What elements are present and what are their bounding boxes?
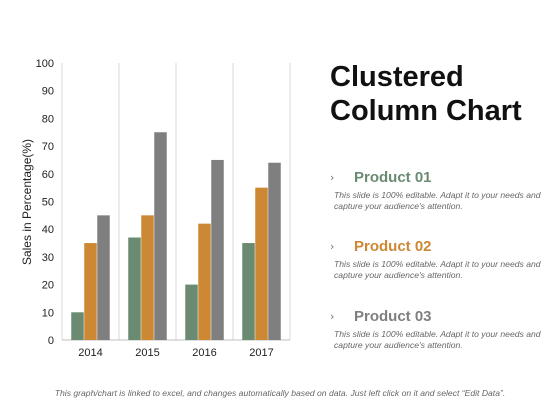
product-01-block: › Product 01 This slide is 100% editable… bbox=[330, 167, 545, 212]
product-01-description: This slide is 100% editable. Adapt it to… bbox=[334, 190, 541, 211]
product-02-label: Product 02 bbox=[354, 237, 432, 255]
x-axis-ticks: 2014 2015 2016 2017 bbox=[78, 347, 273, 359]
slide-title: Clustered Column Chart bbox=[330, 60, 550, 128]
bar-2015-series-1 bbox=[128, 237, 141, 340]
x-tick-label: 2015 bbox=[135, 347, 159, 359]
y-tick-label: 40 bbox=[42, 224, 54, 236]
bar-2015-series-3 bbox=[154, 132, 167, 340]
bar-2017-series-3 bbox=[268, 162, 281, 340]
y-tick-label: 80 bbox=[42, 113, 54, 125]
product-03-block: › Product 03 This slide is 100% editable… bbox=[330, 306, 545, 351]
y-tick-label: 10 bbox=[42, 307, 54, 319]
product-03-description: This slide is 100% editable. Adapt it to… bbox=[334, 329, 541, 350]
x-tick-label: 2016 bbox=[192, 347, 216, 359]
y-tick-label: 90 bbox=[42, 86, 54, 98]
y-tick-label: 0 bbox=[48, 335, 54, 347]
y-tick-label: 30 bbox=[42, 252, 54, 264]
bar-2016-series-2 bbox=[198, 223, 211, 340]
bar-2014-series-1 bbox=[71, 312, 84, 340]
x-tick-label: 2014 bbox=[78, 347, 102, 359]
y-tick-label: 50 bbox=[42, 197, 54, 209]
bar-2016-series-1 bbox=[185, 284, 198, 340]
bar-2017-series-2 bbox=[255, 187, 268, 340]
x-tick-label: 2017 bbox=[249, 347, 273, 359]
bar-2014-series-3 bbox=[97, 215, 110, 340]
product-02-description: This slide is 100% editable. Adapt it to… bbox=[334, 259, 541, 280]
product-01-label: Product 01 bbox=[354, 168, 432, 186]
title-line-2: Column Chart bbox=[330, 95, 522, 127]
chevron-right-icon: › bbox=[330, 309, 335, 323]
y-tick-label: 70 bbox=[42, 141, 54, 153]
bar-2017-series-1 bbox=[242, 243, 255, 340]
footer-note: This graph/chart is linked to excel, and… bbox=[54, 388, 506, 398]
title-line-1: Clustered bbox=[330, 61, 464, 93]
product-03-label: Product 03 bbox=[354, 307, 432, 325]
bar-2016-series-3 bbox=[211, 159, 224, 340]
y-tick-label: 60 bbox=[42, 169, 54, 181]
bar-2014-series-2 bbox=[84, 243, 97, 340]
chevron-right-icon: › bbox=[330, 170, 335, 184]
product-02-block: › Product 02 This slide is 100% editable… bbox=[330, 236, 545, 281]
chart-bars bbox=[71, 132, 281, 340]
y-axis-label: Sales in Percentage(%) bbox=[20, 139, 34, 265]
y-tick-label: 100 bbox=[36, 58, 54, 70]
bar-2015-series-2 bbox=[141, 215, 154, 340]
chevron-right-icon: › bbox=[330, 239, 335, 253]
y-axis-ticks: 0 10 20 30 40 50 60 70 80 90 100 bbox=[36, 58, 54, 347]
y-tick-label: 20 bbox=[42, 280, 54, 292]
